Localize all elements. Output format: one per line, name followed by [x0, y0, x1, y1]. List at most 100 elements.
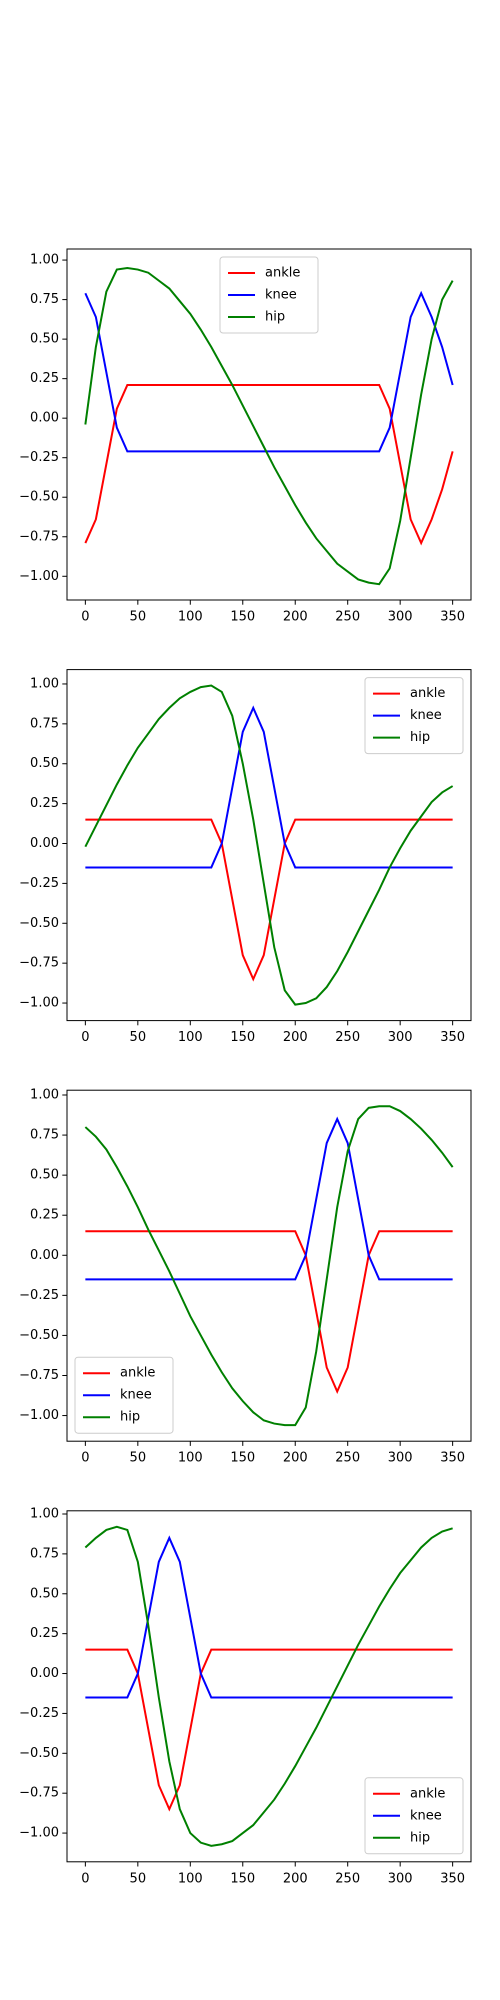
y-tick-label: −0.75 [19, 529, 59, 544]
axes-frame [66, 248, 472, 601]
x-tick-label: 50 [130, 1030, 147, 1045]
y-tick-label: 1.00 [30, 253, 59, 268]
x-tick-label: 350 [440, 1451, 465, 1466]
x-tick-label: 0 [81, 1871, 89, 1886]
x-tick-label: 0 [81, 1451, 89, 1466]
y-tick-label: 0.75 [30, 1128, 59, 1143]
y-tick-label: −0.75 [19, 1368, 59, 1383]
legend-label: hip [410, 730, 430, 745]
y-tick-label: −0.25 [19, 876, 59, 891]
y-tick-label: 0.50 [30, 1586, 59, 1601]
axes: −1.00 −0.75 −0.50 −0.25 0.00 0.25 0.50 0.75 1.00… [19, 1506, 472, 1886]
x-tick-label: 200 [283, 1871, 308, 1886]
legend-box [74, 1356, 174, 1434]
legend-label: ankle [120, 1366, 155, 1381]
legend-label: ankle [410, 1786, 445, 1801]
legend-label: knee [265, 288, 297, 303]
series-line [84, 290, 454, 453]
y-tick-label: 0.50 [30, 1168, 59, 1183]
axes: −1.00 −0.75 −0.50 −0.25 0.00 0.25 0.50 0.75 1.00… [19, 669, 472, 1045]
series-line [84, 266, 454, 586]
x-tick-label: 300 [388, 610, 413, 625]
y-tick-label: −1.00 [19, 569, 59, 584]
y-tick-label: −1.00 [19, 996, 59, 1011]
x-tick-label: 200 [283, 1451, 308, 1466]
legend-label: ankle [265, 266, 300, 281]
y-tick-label: 0.00 [30, 411, 59, 426]
plot-lines [84, 1105, 454, 1427]
y-tick-label: −0.75 [19, 1786, 59, 1801]
y-tick-label: 1.00 [30, 1506, 59, 1521]
legend: ankle knee hip [364, 677, 464, 755]
y-tick-label: −1.00 [19, 1826, 59, 1841]
x-tick-label: 250 [335, 1030, 360, 1045]
y-tick-label: 0.25 [30, 1626, 59, 1641]
plot-lines [84, 266, 454, 586]
series-line [85, 1116, 453, 1281]
x-tick-label: 50 [130, 610, 147, 625]
y-tick-label: 0.25 [30, 1208, 59, 1223]
legend: ankle knee hip [219, 256, 319, 334]
legend-label: knee [410, 708, 442, 723]
y-tick-label: 0.25 [30, 371, 59, 386]
x-tick-label: 200 [283, 1030, 308, 1045]
y-tick-label: −0.25 [19, 450, 59, 465]
plot-lines [84, 1525, 453, 1847]
y-tick-label: 0.00 [30, 836, 59, 851]
plot-lines [84, 684, 454, 1006]
series-line [85, 1648, 453, 1812]
x-tick-label: 300 [388, 1451, 413, 1466]
series-line [85, 1535, 453, 1699]
x-tick-label: 250 [335, 1871, 360, 1886]
y-tick-label: 0.25 [30, 796, 59, 811]
x-tick-label: 250 [335, 1451, 360, 1466]
y-tick-label: 0.75 [30, 716, 59, 731]
legend-label: hip [410, 1830, 430, 1845]
x-tick-label: 150 [230, 1451, 255, 1466]
y-tick-label: 1.00 [30, 676, 59, 691]
x-tick-label: 300 [388, 1871, 413, 1886]
x-tick-label: 350 [440, 1871, 465, 1886]
x-tick-label: 50 [130, 1871, 147, 1886]
legend: ankle knee hip [74, 1356, 174, 1434]
axes: −1.00 −0.75 −0.50 −0.25 0.00 0.25 0.50 0.75 1.00… [19, 248, 472, 625]
series-line [84, 684, 454, 1006]
y-tick-label: 0.00 [30, 1248, 59, 1263]
x-tick-label: 100 [178, 1871, 203, 1886]
series-line [84, 1525, 453, 1847]
y-tick-label: −0.50 [19, 916, 59, 931]
x-tick-label: 100 [178, 1030, 203, 1045]
y-tick-label: −1.00 [19, 1408, 59, 1423]
x-tick-label: 150 [230, 610, 255, 625]
x-tick-label: 150 [230, 1030, 255, 1045]
y-tick-label: 1.00 [30, 1088, 59, 1103]
legend-label: ankle [410, 686, 445, 701]
x-tick-label: 100 [178, 1451, 203, 1466]
legend-label: knee [410, 1808, 442, 1823]
legend-box [219, 256, 319, 334]
x-tick-label: 350 [440, 610, 465, 625]
x-tick-label: 350 [440, 1030, 465, 1045]
legend-label: hip [265, 310, 285, 325]
series-line [85, 818, 453, 982]
x-tick-label: 0 [81, 1030, 89, 1045]
y-tick-label: 0.00 [30, 1666, 59, 1681]
axes-frame [66, 669, 472, 1022]
axes: −1.00 −0.75 −0.50 −0.25 0.00 0.25 0.50 0.75 1.00… [19, 1088, 472, 1466]
x-tick-label: 0 [81, 610, 89, 625]
y-tick-label: −0.50 [19, 1328, 59, 1343]
axes-frame [66, 1510, 472, 1863]
x-tick-label: 250 [335, 610, 360, 625]
x-tick-label: 300 [388, 1030, 413, 1045]
y-tick-label: −0.75 [19, 956, 59, 971]
series-line [85, 705, 453, 869]
legend-box [364, 1777, 464, 1855]
y-tick-label: 0.50 [30, 756, 59, 771]
y-tick-label: −0.25 [19, 1706, 59, 1721]
x-tick-label: 200 [283, 610, 308, 625]
y-tick-label: 0.75 [30, 1546, 59, 1561]
axes-frame [66, 1089, 472, 1442]
x-tick-label: 150 [230, 1871, 255, 1886]
y-tick-label: −0.50 [19, 490, 59, 505]
